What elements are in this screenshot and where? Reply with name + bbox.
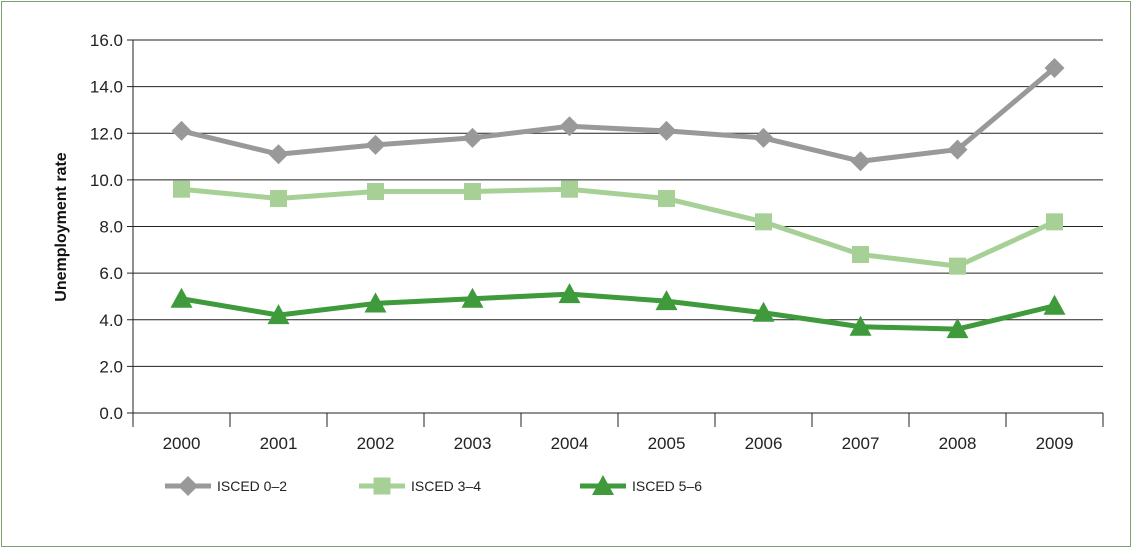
series-line	[181, 291, 1056, 332]
data-point	[364, 292, 387, 313]
data-point	[656, 120, 677, 141]
data-point	[852, 245, 869, 263]
legend: ISCED 0–2 ISCED 3–4 ISCED 5–6	[165, 475, 702, 496]
x-tick-label: 2002	[357, 434, 395, 453]
y-tick-label: 12.0	[90, 124, 123, 143]
data-point	[173, 180, 190, 198]
legend-item: ISCED 0–2	[165, 476, 287, 496]
series	[170, 57, 1066, 339]
data-point	[462, 127, 483, 148]
data-point	[367, 183, 384, 201]
x-tick-label: 2006	[745, 434, 783, 453]
legend-label: ISCED 5–6	[632, 478, 702, 494]
data-point	[464, 183, 481, 201]
legend-item: ISCED 5–6	[580, 475, 702, 496]
data-point	[1043, 294, 1066, 315]
data-point	[655, 290, 678, 311]
y-tick-label: 8.0	[99, 218, 123, 237]
y-tick-label: 16.0	[90, 31, 123, 50]
y-axis-title: Unemployment rate	[53, 152, 70, 301]
x-tick-label: 2000	[163, 434, 201, 453]
y-tick-label: 2.0	[99, 357, 123, 376]
data-point	[267, 304, 290, 325]
data-point	[755, 213, 772, 231]
data-point	[270, 190, 287, 208]
x-tick-label: 2009	[1036, 434, 1074, 453]
legend-marker	[178, 476, 198, 496]
y-tick-label: 6.0	[99, 264, 123, 283]
series-line	[180, 66, 1057, 164]
y-tick-label: 14.0	[90, 78, 123, 97]
legend-marker	[592, 475, 614, 496]
data-point	[752, 301, 775, 322]
y-tick-labels: 0.0 2.0 4.0 6.0 8.0 10.0 12.0 14.0 16.0	[90, 31, 123, 423]
x-tick-label: 2001	[260, 434, 298, 453]
legend-label: ISCED 0–2	[217, 478, 287, 494]
data-point	[1044, 57, 1065, 78]
data-point	[849, 315, 872, 336]
legend-marker	[373, 477, 391, 495]
data-point	[365, 134, 386, 155]
legend-item: ISCED 3–4	[359, 477, 481, 495]
y-tick-label: 10.0	[90, 171, 123, 190]
y-tick-label: 4.0	[99, 311, 123, 330]
data-point	[171, 120, 192, 141]
data-point	[461, 287, 484, 308]
data-point	[946, 318, 969, 339]
x-tick-label: 2007	[842, 434, 880, 453]
x-tick-label: 2004	[551, 434, 589, 453]
data-point	[947, 139, 968, 160]
x-tick-label: 2003	[454, 434, 492, 453]
data-point	[559, 116, 580, 137]
data-point	[170, 287, 193, 308]
data-point	[753, 127, 774, 148]
series-3	[170, 283, 1066, 339]
gridlines	[133, 39, 1103, 414]
data-point	[850, 151, 871, 172]
data-point	[561, 180, 578, 198]
y-tick-label: 0.0	[99, 404, 123, 423]
data-point	[558, 283, 581, 304]
axes	[127, 39, 1104, 427]
series-line	[181, 186, 1056, 269]
data-point	[949, 257, 966, 275]
data-point	[268, 144, 289, 165]
data-point	[658, 190, 675, 208]
x-tick-label: 2005	[648, 434, 686, 453]
x-tick-label: 2008	[939, 434, 977, 453]
series-2	[173, 180, 1063, 275]
series-1	[171, 57, 1065, 172]
legend-label: ISCED 3–4	[411, 478, 481, 494]
data-point	[1046, 213, 1063, 231]
x-tick-labels: 2000 2001 2002 2003 2004 2005 2006 2007 2008 2009	[163, 434, 1074, 453]
